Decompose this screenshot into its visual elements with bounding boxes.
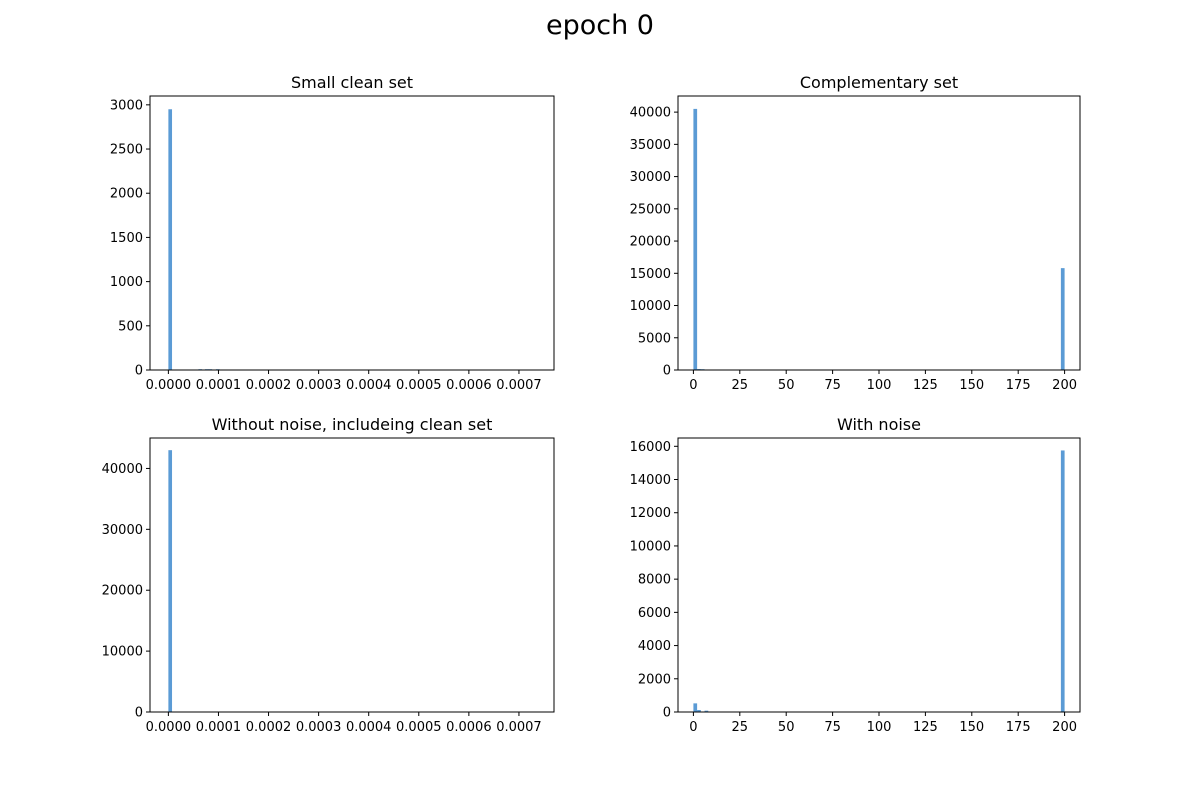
figure-title: epoch 0 (546, 10, 654, 41)
y-tick-label: 2500 (110, 143, 143, 158)
x-tick-label: 150 (959, 720, 984, 735)
x-tick-label: 0.0004 (346, 378, 392, 393)
y-tick-label: 8000 (638, 573, 671, 588)
histogram-bar (704, 710, 709, 712)
y-tick-label: 30000 (630, 170, 671, 185)
y-tick-label: 0 (135, 706, 143, 721)
y-tick-label: 1500 (110, 231, 143, 246)
x-tick-label: 0.0002 (246, 720, 292, 735)
subplot-title: Small clean set (291, 73, 413, 92)
x-tick-label: 0.0003 (296, 378, 342, 393)
y-tick-label: 0 (663, 706, 671, 721)
y-tick-label: 30000 (102, 523, 143, 538)
x-tick-label: 0.0001 (196, 720, 242, 735)
x-tick-label: 100 (867, 378, 892, 393)
panel-without-noise: Without noise, includeing clean set 0.000… (102, 415, 555, 735)
x-tick-label: 125 (913, 720, 938, 735)
histogram-bar (693, 703, 698, 712)
histogram-bar (1060, 450, 1065, 712)
y-tick-label: 20000 (630, 235, 671, 250)
x-tick-label: 0.0007 (496, 720, 542, 735)
x-tick-label: 200 (1052, 378, 1077, 393)
y-tick-label: 40000 (102, 462, 143, 477)
y-tick-label: 6000 (638, 606, 671, 621)
subplot-title: With noise (837, 415, 921, 434)
x-tick-label: 0.0000 (146, 378, 192, 393)
histogram-bar (168, 450, 173, 712)
x-tick-label: 50 (778, 378, 795, 393)
axes-frame (677, 95, 1081, 371)
x-tick-label: 0.0004 (346, 720, 392, 735)
x-tick-label: 175 (1006, 378, 1031, 393)
x-tick-label: 25 (732, 720, 749, 735)
y-tick-label: 15000 (630, 267, 671, 282)
histogram-bar (168, 109, 173, 371)
axes-frame (149, 95, 555, 371)
x-tick-label: 75 (824, 378, 841, 393)
x-tick-label: 100 (867, 720, 892, 735)
x-tick-label: 0.0006 (446, 720, 492, 735)
y-tick-label: 10000 (630, 539, 671, 554)
y-tick-label: 3000 (110, 98, 143, 113)
histogram-bar (1060, 268, 1065, 370)
y-tick-label: 0 (135, 364, 143, 379)
y-tick-label: 20000 (102, 584, 143, 599)
y-tick-label: 0 (663, 364, 671, 379)
x-tick-label: 25 (732, 378, 749, 393)
x-tick-label: 0.0006 (446, 378, 492, 393)
histogram-bar (693, 108, 698, 371)
y-tick-label: 14000 (630, 473, 671, 488)
x-tick-label: 0.0001 (196, 378, 242, 393)
x-tick-label: 0.0003 (296, 720, 342, 735)
x-tick-label: 0.0007 (496, 378, 542, 393)
x-tick-label: 0.0000 (146, 720, 192, 735)
y-tick-label: 2000 (110, 187, 143, 202)
axes-frame (149, 437, 555, 713)
y-tick-label: 500 (118, 319, 143, 334)
y-tick-label: 10000 (630, 299, 671, 314)
y-tick-label: 12000 (630, 506, 671, 521)
x-tick-label: 0.0005 (396, 378, 442, 393)
axes-frame (677, 437, 1081, 713)
subplot-title: Without noise, includeing clean set (212, 415, 493, 434)
y-tick-label: 1000 (110, 275, 143, 290)
y-tick-label: 40000 (630, 106, 671, 121)
x-tick-label: 50 (778, 720, 795, 735)
x-tick-label: 175 (1006, 720, 1031, 735)
subplot-title: Complementary set (800, 73, 958, 92)
histogram-bar (697, 710, 701, 712)
y-tick-label: 5000 (638, 331, 671, 346)
y-tick-label: 2000 (638, 672, 671, 687)
x-tick-label: 0 (689, 378, 697, 393)
x-tick-label: 75 (824, 720, 841, 735)
x-tick-label: 0.0005 (396, 720, 442, 735)
y-tick-label: 16000 (630, 440, 671, 455)
y-tick-label: 4000 (638, 639, 671, 654)
y-tick-label: 10000 (102, 645, 143, 660)
x-tick-label: 150 (959, 378, 984, 393)
x-tick-label: 125 (913, 378, 938, 393)
x-tick-label: 200 (1052, 720, 1077, 735)
x-tick-label: 0 (689, 720, 697, 735)
x-tick-label: 0.0002 (246, 378, 292, 393)
y-tick-label: 25000 (630, 202, 671, 217)
y-tick-label: 35000 (630, 138, 671, 153)
panel-small-clean-set: Small clean set 0.0000 0.0001 0.0002 0.0003 0… (110, 73, 555, 393)
